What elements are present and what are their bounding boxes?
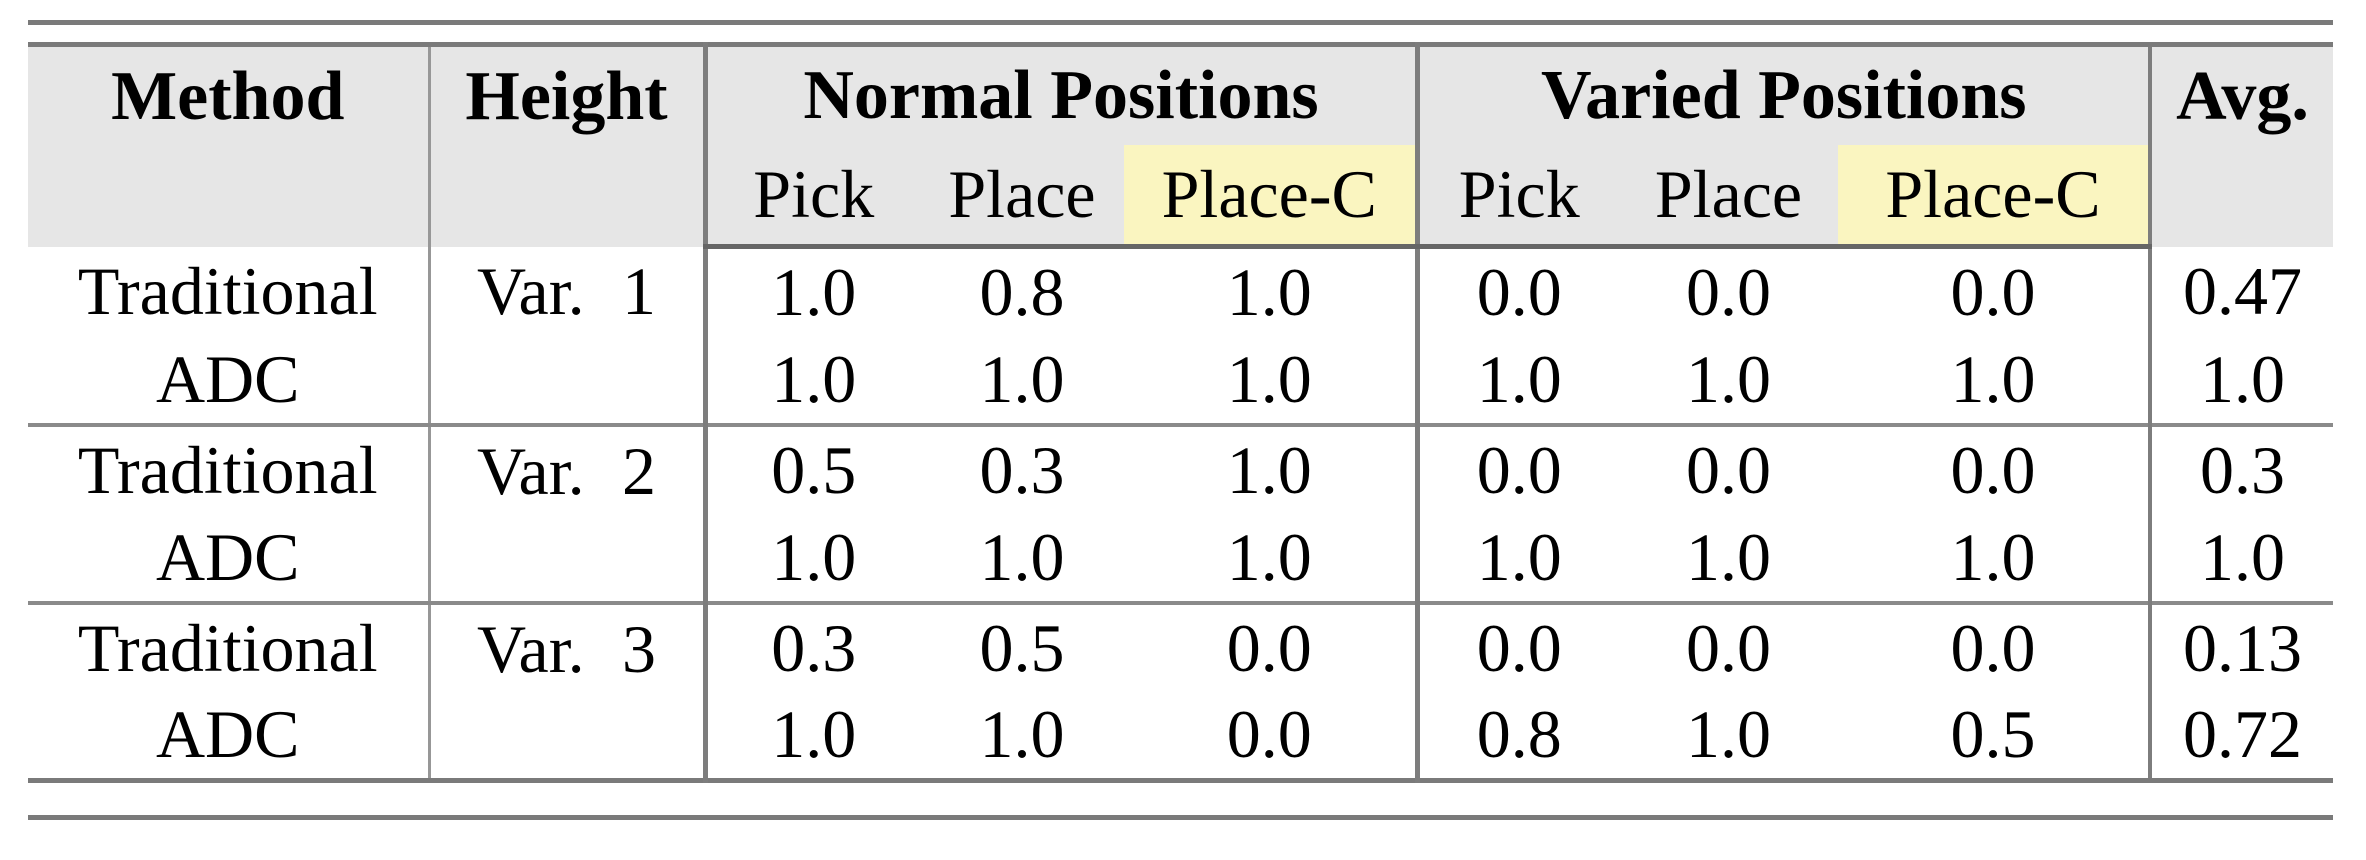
table-row: ADC 1.0 1.0 0.0 0.8 1.0 0.5 0.72 — [28, 691, 2333, 781]
score-cell: 1.0 — [702, 691, 920, 781]
score-cell: 1.0 — [1226, 518, 1312, 595]
score-cell: 1.0 — [1414, 513, 1619, 603]
score-cell: 1.0 — [979, 518, 1065, 595]
score-cell: 0.0 — [1838, 422, 2150, 514]
score-cell: 0.0 — [1686, 253, 1771, 330]
score-cell: 0.5 — [920, 600, 1124, 692]
header-row-subcolumns: Pick Place Place-C Pick Place Place-C — [28, 144, 2333, 249]
avg-cell: 0.47 — [2148, 246, 2333, 336]
col-header-avg: Avg. — [2148, 44, 2333, 247]
score-cell: 0.0 — [1838, 600, 2150, 692]
score-cell: 0.0 — [1226, 696, 1312, 773]
score-cell: 0.0 — [1619, 422, 1838, 514]
score-cell: 0.0 — [1414, 600, 1619, 692]
score-cell: 1.0 — [702, 335, 920, 425]
method-cell: ADC — [155, 340, 300, 417]
table-row: Traditional Var. 2 0.5 0.3 1.0 0.0 0.0 0… — [28, 422, 2333, 603]
height-cell: Var. 2 — [427, 422, 705, 603]
bottom-rule — [28, 815, 2333, 820]
score-cell: 1.0 — [1950, 340, 2036, 417]
subheader-normal-place: Place — [920, 144, 1124, 249]
score-cell: 1.0 — [1226, 340, 1312, 417]
method-cell: Traditional — [28, 422, 429, 514]
header-row-groups: Method Height Normal Positions Varied Po… — [28, 44, 2333, 247]
table-row: Traditional Var. 1 1.0 0.8 1.0 0.0 0.0 0… — [28, 246, 2333, 425]
score-cell: 0.0 — [1414, 246, 1619, 336]
score-cell: 1.0 — [1950, 518, 2036, 595]
score-cell: 0.5 — [1950, 696, 2036, 773]
col-header-height: Height — [427, 44, 705, 247]
score-cell: 1.0 — [979, 340, 1065, 417]
table-row: Traditional Var. 3 0.3 0.5 0.0 0.0 0.0 0… — [28, 600, 2333, 781]
score-cell: 0.3 — [920, 422, 1124, 514]
method-cell: Traditional — [77, 252, 378, 329]
method-cell: ADC — [155, 518, 300, 595]
score-cell: 1.0 — [1124, 422, 1417, 514]
subheader-varied-place-c: Place-C — [1838, 144, 2150, 249]
score-cell: 1.0 — [1686, 696, 1771, 773]
avg-cell: 1.0 — [2148, 513, 2333, 603]
score-cell: 0.8 — [979, 253, 1065, 330]
method-cell: ADC — [155, 696, 300, 773]
score-cell: 0.5 — [702, 422, 920, 514]
table-row: ADC 1.0 1.0 1.0 1.0 1.0 1.0 1.0 — [28, 335, 2333, 425]
subheader-normal-pick: Pick — [702, 144, 920, 249]
score-cell: 0.0 — [1124, 600, 1417, 692]
table-row: ADC 1.0 1.0 1.0 1.0 1.0 1.0 1.0 — [28, 513, 2333, 603]
score-cell: 0.8 — [1414, 691, 1619, 781]
avg-cell: 1.0 — [2148, 335, 2333, 425]
group-header-varied-positions: Varied Positions — [1414, 44, 2150, 145]
score-cell: 1.0 — [1686, 340, 1771, 417]
score-cell: 1.0 — [979, 696, 1065, 773]
score-cell: 1.0 — [702, 246, 920, 336]
col-header-method: Method — [28, 44, 429, 247]
height-cell: Var. 1 — [427, 246, 705, 425]
score-cell: 1.0 — [702, 513, 920, 603]
subheader-varied-place: Place — [1619, 144, 1838, 249]
score-cell: 1.0 — [1414, 335, 1619, 425]
method-cell: Traditional — [28, 600, 429, 692]
group-header-normal-positions: Normal Positions — [702, 44, 1417, 145]
avg-cell: 0.3 — [2148, 422, 2333, 514]
avg-cell: 0.72 — [2148, 691, 2333, 781]
subheader-normal-place-c: Place-C — [1124, 144, 1417, 249]
score-cell: 1.0 — [1686, 518, 1771, 595]
subheader-varied-pick: Pick — [1414, 144, 1619, 249]
score-cell: 0.0 — [1414, 422, 1619, 514]
avg-cell: 0.13 — [2148, 600, 2333, 692]
score-cell: 1.0 — [1226, 253, 1312, 330]
results-table: Method Height Normal Positions Varied Po… — [28, 42, 2333, 783]
top-rule — [28, 20, 2333, 25]
score-cell: 0.3 — [702, 600, 920, 692]
score-cell: 0.0 — [1950, 253, 2036, 330]
height-cell: Var. 3 — [427, 600, 705, 781]
score-cell: 0.0 — [1619, 600, 1838, 692]
